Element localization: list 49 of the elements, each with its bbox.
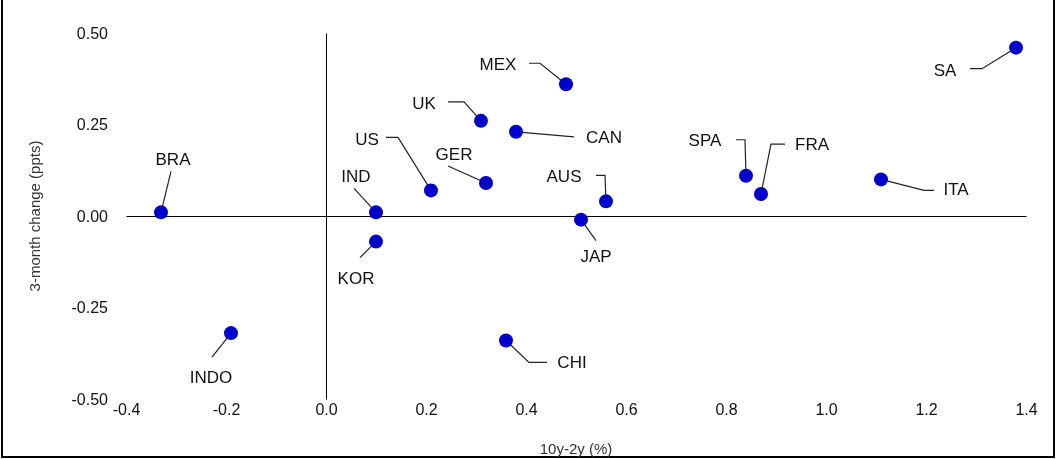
point (599, 194, 613, 209)
annotation: CAN (586, 127, 622, 147)
x-tick-label: 1.0 (815, 401, 838, 418)
annotation: SA (933, 60, 957, 80)
annotation: KOR (337, 268, 375, 288)
x-tick-label: 1.2 (915, 401, 938, 418)
x-tick-label: 0.6 (615, 401, 638, 418)
annotation: FRA (795, 134, 830, 154)
point (369, 205, 383, 220)
annotation: GER (435, 145, 473, 165)
point (559, 77, 573, 92)
annotation: INDO (189, 368, 233, 388)
y-axis-title: 3-month change (ppts) (26, 140, 43, 292)
point (509, 124, 523, 139)
point (754, 187, 768, 202)
point (1009, 40, 1023, 55)
x-tick-label: 1.4 (1015, 401, 1038, 418)
annotation: UK (412, 93, 437, 113)
annotation: US (355, 130, 379, 150)
x-tick-label: -0.2 (212, 401, 241, 418)
annotation: SPA (688, 130, 723, 150)
x-tick-label: 0.8 (715, 401, 738, 418)
x-tick-label: 0.2 (415, 401, 438, 418)
annotation: BRA (155, 150, 192, 170)
point (154, 205, 168, 220)
x-tick-label: 0.4 (515, 401, 538, 418)
point (499, 333, 513, 348)
point (474, 113, 488, 128)
annotation: MEX (479, 55, 517, 75)
annotation: AUS (546, 167, 582, 187)
annotation: CHI (557, 353, 587, 373)
annotation: IND (341, 167, 371, 187)
x-axis-title: 10y-2y (%) (539, 440, 613, 457)
y-tick-label: 0.50 (76, 24, 109, 42)
point (739, 168, 753, 183)
y-tick-label: -0.25 (71, 299, 109, 317)
point (369, 234, 383, 249)
annotation: ITA (943, 180, 970, 200)
point (224, 326, 238, 341)
y-tick-label: -0.50 (71, 390, 109, 408)
point (874, 172, 888, 187)
y-tick-label: 0.00 (76, 207, 109, 225)
x-tick-label: 0.0 (315, 401, 338, 418)
y-tick-label: 0.25 (76, 116, 109, 134)
annotation: JAP (580, 246, 612, 266)
point (424, 183, 438, 198)
point (574, 212, 588, 227)
x-tick-label: -0.4 (112, 401, 141, 418)
point (479, 176, 493, 191)
